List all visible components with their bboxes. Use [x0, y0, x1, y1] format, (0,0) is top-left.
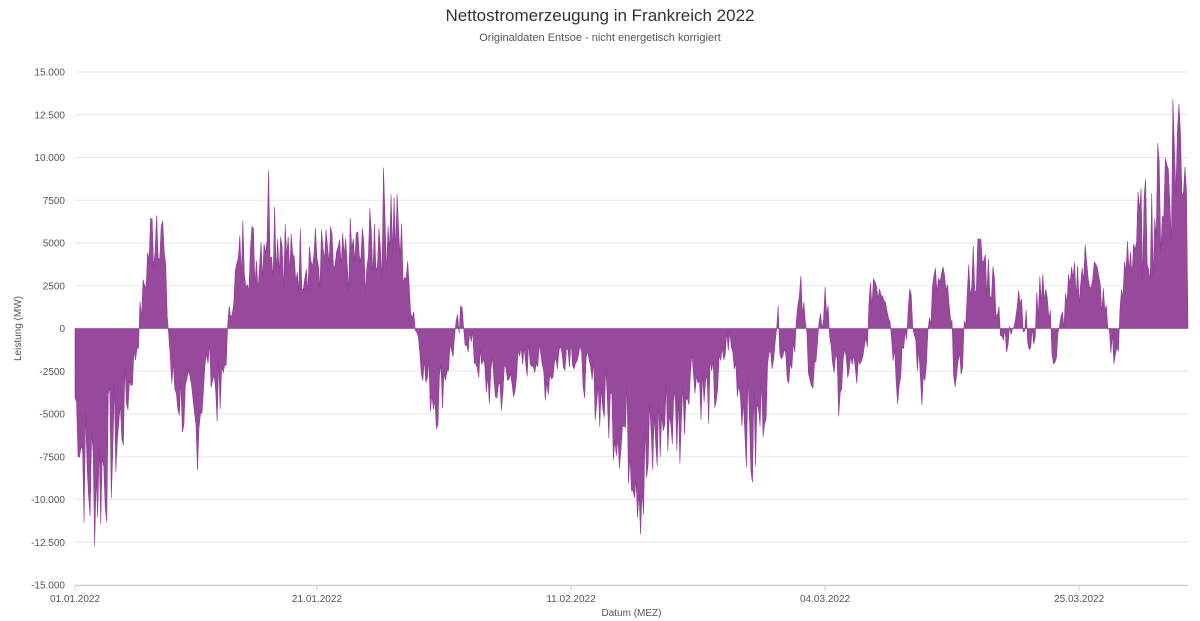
axes	[74, 585, 1188, 591]
y-tick-label: 10.000	[34, 153, 65, 164]
y-axis-label: Leistung (MW)	[13, 296, 24, 361]
x-tick-label: 11.02.2022	[546, 594, 596, 605]
x-tick-label: 21.01.2022	[292, 594, 342, 605]
y-tick-label: 5000	[43, 239, 66, 250]
y-tick-label: 7500	[43, 196, 66, 207]
y-tick-label: 0	[59, 324, 65, 335]
x-tick-labels: 01.01.2022 21.01.2022 11.02.2022 04.03.2022…	[50, 594, 1105, 605]
y-tick-label: 15.000	[34, 68, 65, 79]
x-tick-label: 25.03.2022	[1054, 594, 1104, 605]
y-tick-label: -5000	[39, 410, 65, 421]
x-tick-label: 01.01.2022	[50, 594, 100, 605]
area-series-net-generation	[74, 99, 1189, 547]
y-tick-label: -15.000	[31, 581, 65, 592]
y-tick-label: 12.500	[34, 110, 65, 121]
y-tick-label: 2500	[43, 281, 66, 292]
y-tick-label: -2500	[39, 367, 65, 378]
y-tick-label: -7500	[39, 452, 65, 463]
y-tick-labels: 15.000 12.500 10.000 7500 5000 2500 0 -2500 -500…	[31, 68, 65, 592]
area-series	[74, 99, 1189, 547]
chart-title: Nettostromerzeugung in Frankreich 2022	[445, 6, 755, 25]
y-tick-label: -10.000	[31, 495, 65, 506]
chart-subtitle: Originaldaten Entsoe - nicht energetisch…	[479, 32, 721, 44]
x-tick-label: 04.03.2022	[800, 594, 850, 605]
x-axis-label: Datum (MEZ)	[602, 608, 662, 619]
y-tick-label: -12.500	[31, 538, 65, 549]
